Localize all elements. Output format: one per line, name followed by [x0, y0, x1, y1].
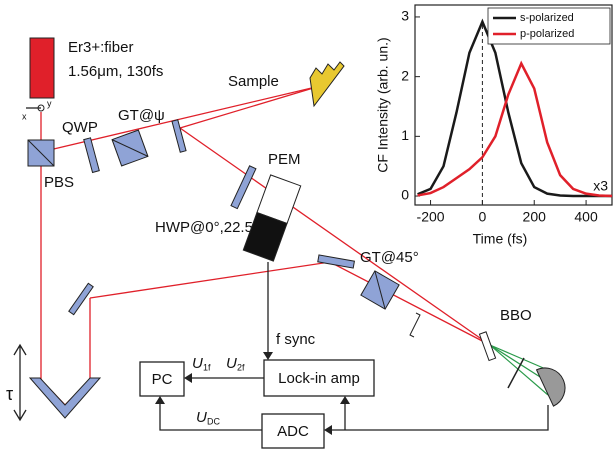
laser: [29, 37, 55, 99]
x-tick-label: 200: [523, 209, 547, 225]
label: U: [192, 355, 203, 372]
y-axis-label: CF Intensity (arb. un.): [375, 37, 391, 172]
y-tick-label: 2: [401, 67, 409, 83]
plot-area: [414, 4, 613, 206]
label: τ: [6, 384, 13, 404]
label: U: [196, 409, 207, 426]
arrowhead: [155, 352, 350, 435]
label: Sample: [228, 73, 279, 90]
legend-label: p-polarized: [520, 28, 574, 40]
x-tick-label: 400: [574, 209, 598, 225]
label: GT@45°: [360, 249, 419, 266]
y-tick-label: 3: [401, 8, 409, 24]
x-tick-label: -200: [417, 209, 445, 225]
filter: [507, 357, 525, 389]
label: DC: [207, 416, 220, 426]
label: PBS: [44, 174, 74, 191]
lockin: [263, 359, 375, 397]
bbo: [478, 331, 497, 362]
qwp: [83, 137, 100, 174]
adc: [261, 413, 325, 449]
label: QWP: [62, 119, 98, 136]
label: x: [22, 111, 27, 121]
label: y: [47, 98, 52, 108]
mirror: [317, 254, 356, 269]
label: ADC: [277, 423, 309, 440]
hwp-psi: [171, 119, 187, 153]
polarization-arrow: [409, 312, 421, 338]
delay-arrow: [13, 343, 27, 422]
x-tick-label: 0: [478, 209, 486, 225]
retroreflector: [28, 377, 102, 419]
gt: [111, 139, 149, 157]
mirror: [68, 282, 94, 316]
pc: [139, 361, 185, 397]
inset-chart: Time (fs) CF Intensity (arb. un.) 0 1 2 3 -2…: [375, 4, 613, 247]
label: 1f: [203, 362, 211, 372]
legend-box: [487, 7, 611, 45]
label: f sync: [276, 331, 316, 348]
label: 1.56μm, 130fs: [68, 63, 163, 80]
label: U: [226, 355, 237, 372]
label: 2f: [237, 362, 245, 372]
pem: [242, 174, 302, 262]
detector: [535, 367, 566, 407]
y-tick-label: 0: [401, 187, 409, 203]
hwp: [230, 165, 257, 210]
label: GT@ψ: [118, 107, 165, 124]
gt45: [374, 270, 386, 310]
beam: [489, 344, 549, 396]
label: Lock-in amp: [278, 370, 360, 387]
label: PEM: [268, 151, 301, 168]
label: PC: [152, 371, 173, 388]
annotation: x3: [593, 178, 608, 194]
label: BBO: [500, 307, 532, 324]
data-line: [417, 60, 613, 198]
y-tick-label: 1: [401, 127, 409, 143]
data-line: [417, 18, 612, 198]
sample: [309, 61, 345, 108]
x-axis-label: Time (fs): [473, 231, 528, 247]
wire: [159, 262, 549, 431]
label: Er3+:fiber: [68, 39, 133, 56]
legend-label: s-polarized: [520, 12, 574, 24]
label: HWP@0°,22.5°: [155, 219, 259, 236]
pbs: [27, 139, 55, 167]
